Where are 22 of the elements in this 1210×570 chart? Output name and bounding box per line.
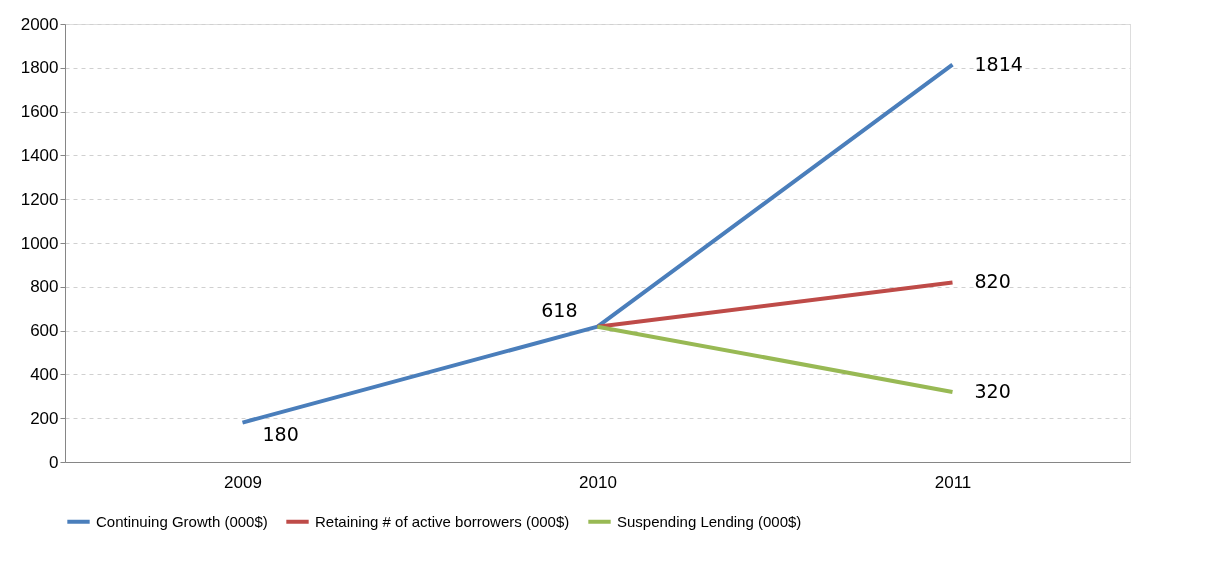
legend-label: Retaining # of active borrowers (000$) — [315, 512, 570, 530]
y-tick-label: 400 — [30, 364, 59, 384]
y-tick-label: 200 — [30, 408, 59, 428]
y-tick-label: 1600 — [20, 102, 59, 122]
legend-label: Suspending Lending (000$) — [617, 512, 802, 530]
y-tick-label: 800 — [30, 277, 59, 297]
data-label: 320 — [974, 379, 1011, 402]
y-tick-label: 600 — [30, 321, 59, 341]
data-label: 618 — [541, 298, 578, 321]
y-tick-label: 2000 — [20, 14, 59, 34]
y-tick-label: 1400 — [20, 145, 59, 165]
x-tick-label: 2011 — [934, 472, 972, 492]
y-tick-label: 1200 — [20, 189, 59, 209]
data-label: 820 — [974, 270, 1011, 293]
legend-label: Continuing Growth (000$) — [96, 512, 268, 530]
data-label: 1814 — [974, 52, 1023, 75]
y-tick-label: 1000 — [20, 233, 59, 253]
y-tick-label: 1800 — [20, 58, 59, 78]
x-tick-label: 2009 — [224, 472, 262, 492]
y-tick-label: 0 — [49, 452, 59, 472]
x-tick-label: 2010 — [579, 472, 617, 492]
data-label: 180 — [262, 422, 299, 445]
